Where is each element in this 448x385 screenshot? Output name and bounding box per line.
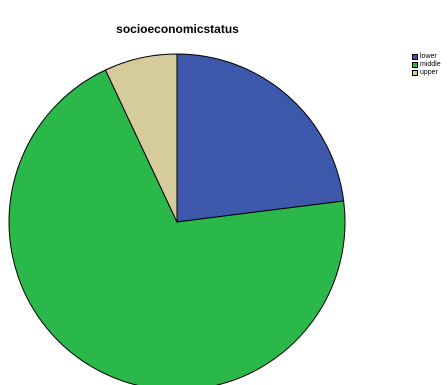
pie-slice-middle bbox=[8, 69, 346, 385]
legend-label: lower bbox=[420, 53, 437, 60]
legend-item-middle: middle bbox=[412, 61, 441, 69]
legend-swatch bbox=[412, 62, 418, 68]
chart-title: socioeconomicstatus bbox=[116, 22, 239, 36]
legend-swatch bbox=[412, 70, 418, 76]
pie-slice-lower bbox=[176, 53, 345, 223]
legend-label: middle bbox=[420, 61, 441, 68]
legend-item-upper: upper bbox=[412, 69, 441, 77]
legend: lower middle upper bbox=[412, 53, 441, 77]
legend-item-lower: lower bbox=[412, 53, 441, 61]
legend-swatch bbox=[412, 54, 418, 60]
legend-label: upper bbox=[420, 69, 438, 76]
pie-slice-upper bbox=[104, 53, 178, 223]
